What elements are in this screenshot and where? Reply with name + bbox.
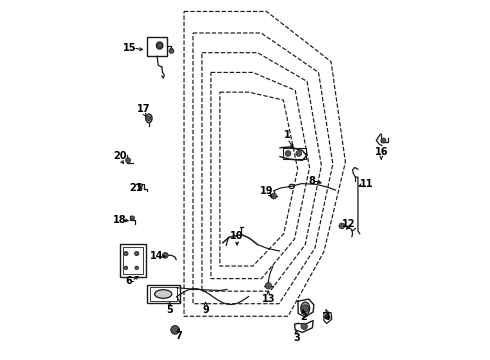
Ellipse shape (146, 114, 152, 123)
Circle shape (169, 48, 174, 53)
Text: 12: 12 (342, 219, 356, 229)
Text: 20: 20 (114, 150, 127, 161)
Circle shape (125, 158, 131, 163)
Circle shape (138, 184, 143, 188)
Circle shape (124, 266, 128, 270)
Text: 11: 11 (360, 179, 374, 189)
Circle shape (171, 325, 179, 334)
Circle shape (271, 193, 276, 199)
Circle shape (381, 138, 386, 143)
Circle shape (135, 251, 139, 256)
Text: 6: 6 (125, 276, 132, 286)
Text: 2: 2 (300, 312, 307, 322)
Text: 4: 4 (324, 312, 331, 322)
Text: 1: 1 (284, 130, 291, 140)
Text: 13: 13 (262, 294, 275, 304)
Text: 19: 19 (260, 186, 273, 197)
Bar (150, 287, 177, 301)
Text: 17: 17 (137, 104, 150, 114)
Circle shape (325, 315, 330, 319)
Circle shape (157, 43, 162, 48)
Ellipse shape (155, 290, 172, 298)
Circle shape (130, 216, 135, 220)
Text: 15: 15 (123, 43, 136, 53)
Bar (123, 247, 143, 274)
Text: 14: 14 (150, 251, 164, 261)
Circle shape (301, 323, 307, 329)
Ellipse shape (156, 42, 163, 49)
Circle shape (296, 150, 302, 156)
Text: 8: 8 (308, 176, 315, 186)
Text: 10: 10 (230, 231, 244, 240)
Circle shape (135, 266, 139, 270)
Bar (120, 244, 146, 277)
Text: 5: 5 (166, 305, 173, 315)
Circle shape (339, 223, 344, 229)
Bar (147, 37, 167, 56)
Circle shape (124, 251, 128, 256)
Text: 3: 3 (293, 333, 300, 343)
Circle shape (147, 116, 151, 121)
Text: 16: 16 (374, 147, 388, 157)
Text: 21: 21 (129, 183, 143, 193)
Bar (283, 148, 306, 159)
Circle shape (265, 283, 271, 289)
Text: 7: 7 (175, 331, 182, 341)
Circle shape (302, 305, 309, 312)
Text: 9: 9 (202, 305, 209, 315)
Circle shape (285, 150, 291, 156)
Ellipse shape (301, 302, 310, 315)
Bar (147, 285, 180, 303)
Circle shape (163, 252, 168, 258)
Text: 18: 18 (113, 215, 127, 225)
